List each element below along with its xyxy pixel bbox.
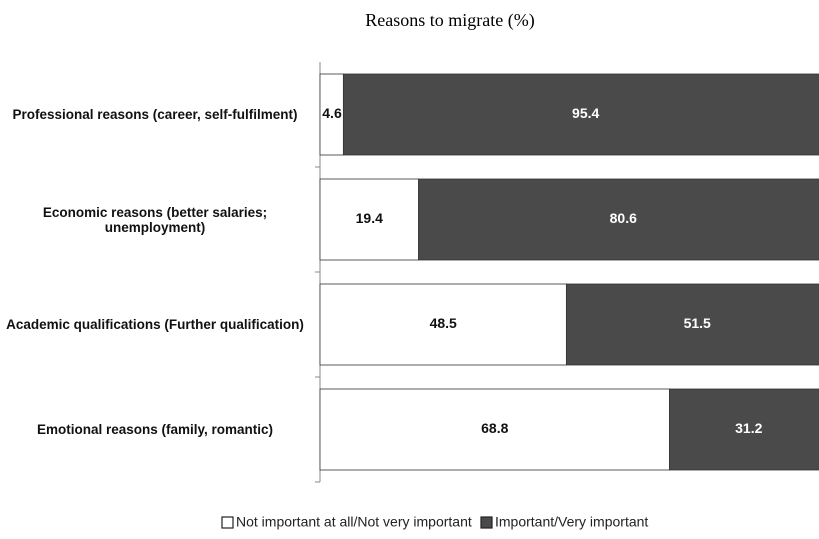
value-label: 51.5 (684, 315, 711, 331)
category-label: Professional reasons (career, self-fulfi… (12, 107, 298, 122)
value-label: 48.5 (430, 315, 457, 331)
category-label: Economic reasons (better salaries; unemp… (42, 204, 268, 235)
legend-label: Not important at all/Not very important (236, 514, 472, 530)
bar-segment (565, 283, 819, 366)
bar-segment (319, 178, 419, 261)
value-label: 68.8 (481, 420, 508, 436)
legend-label: Important/Very important (495, 514, 648, 530)
bar-segment (342, 73, 819, 156)
legend-swatch (480, 516, 493, 529)
bar-segment (418, 178, 819, 261)
value-label: 95.4 (572, 105, 599, 121)
category-label: Emotional reasons (family, romantic) (36, 422, 274, 437)
bar-segment (319, 388, 670, 471)
value-label: 31.2 (735, 420, 762, 436)
legend-swatch (221, 516, 234, 529)
bar-segment (319, 283, 567, 366)
value-label: 19.4 (356, 210, 383, 226)
value-label: 4.6 (322, 105, 342, 121)
value-label: 80.6 (610, 210, 637, 226)
bar-segment (669, 388, 819, 471)
category-label: Academic qualifications (Further qualifi… (6, 317, 304, 332)
chart-title: Reasons to migrate (%) (365, 10, 534, 31)
